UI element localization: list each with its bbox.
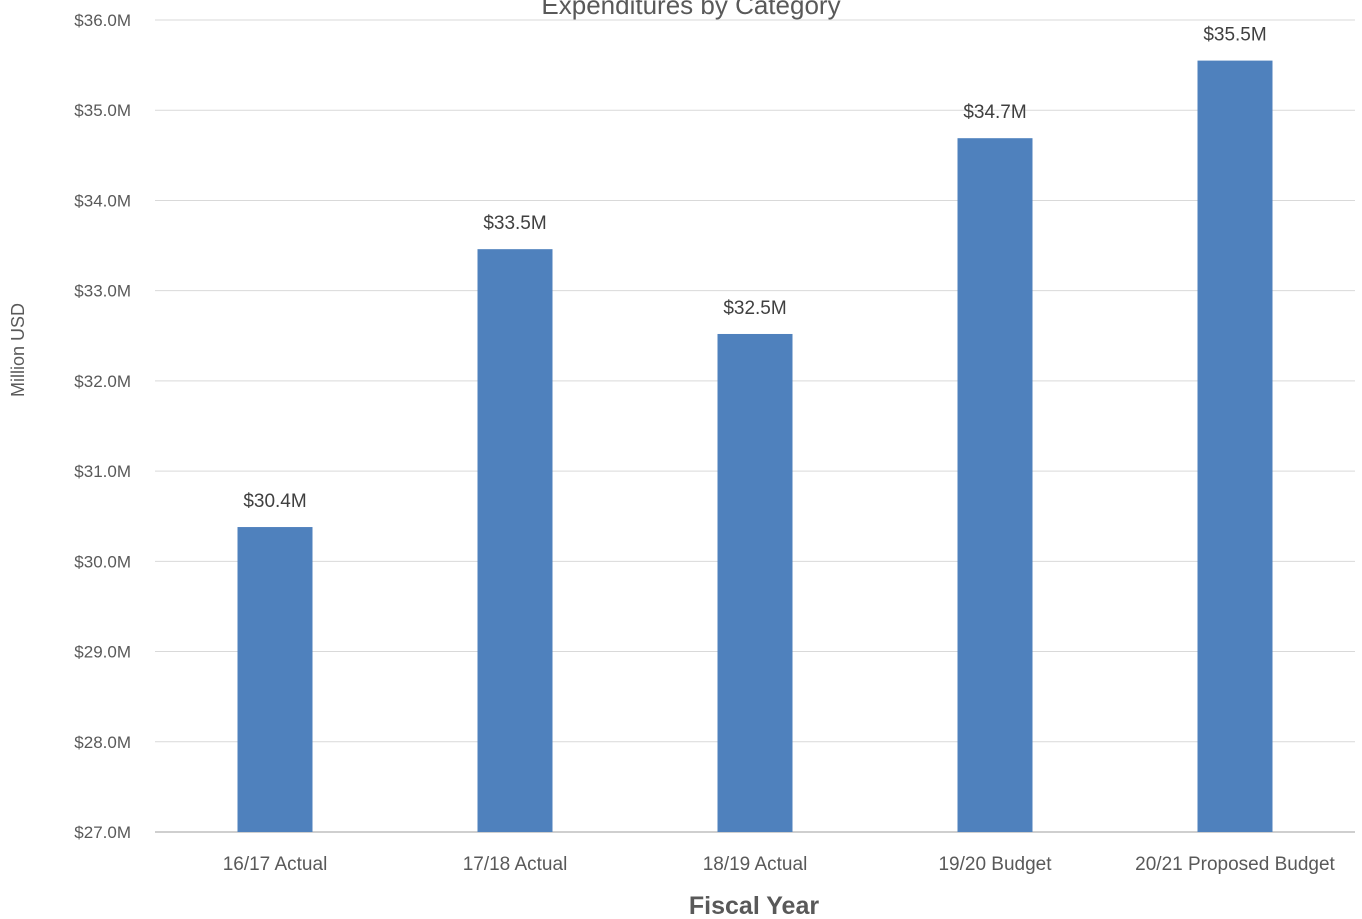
- y-axis-ticks: $27.0M $28.0M $29.0M $30.0M $31.0M $32.0M $33.…: [74, 11, 131, 842]
- data-label: $33.5M: [483, 213, 546, 234]
- y-tick-label: $28.0M: [74, 733, 131, 752]
- data-labels: $30.4M $33.5M $32.5M $34.7M $35.5M: [243, 25, 1266, 512]
- y-axis-label: Million USD: [8, 303, 28, 397]
- bars: [237, 60, 1273, 833]
- x-tick-label: 17/18 Actual: [463, 854, 568, 875]
- bar: [717, 333, 793, 832]
- data-label: $30.4M: [243, 491, 306, 512]
- x-axis-ticks: 16/17 Actual 17/18 Actual 18/19 Actual 19/2…: [223, 854, 1336, 875]
- x-tick-label: 20/21 Proposed Budget: [1135, 854, 1335, 875]
- data-label: $34.7M: [963, 102, 1026, 123]
- y-tick-label: $29.0M: [74, 643, 131, 662]
- y-tick-label: $30.0M: [74, 552, 131, 571]
- data-label: $35.5M: [1203, 25, 1266, 46]
- y-tick-label: $27.0M: [74, 823, 131, 842]
- chart-title: Expenditures by Category: [541, 0, 840, 20]
- y-tick-label: $36.0M: [74, 11, 131, 30]
- x-tick-label: 16/17 Actual: [223, 854, 328, 875]
- y-tick-label: $33.0M: [74, 282, 131, 301]
- x-tick-label: 18/19 Actual: [703, 854, 808, 875]
- x-axis-label: Fiscal Year: [689, 892, 819, 919]
- data-label: $32.5M: [723, 298, 786, 319]
- bar: [957, 138, 1033, 833]
- y-tick-label: $31.0M: [74, 462, 131, 481]
- bar: [477, 249, 553, 833]
- y-tick-label: $32.0M: [74, 372, 131, 391]
- y-tick-label: $35.0M: [74, 101, 131, 120]
- bar: [237, 527, 313, 832]
- y-tick-label: $34.0M: [74, 191, 131, 210]
- bar: [1197, 60, 1273, 833]
- x-tick-label: 19/20 Budget: [938, 854, 1052, 875]
